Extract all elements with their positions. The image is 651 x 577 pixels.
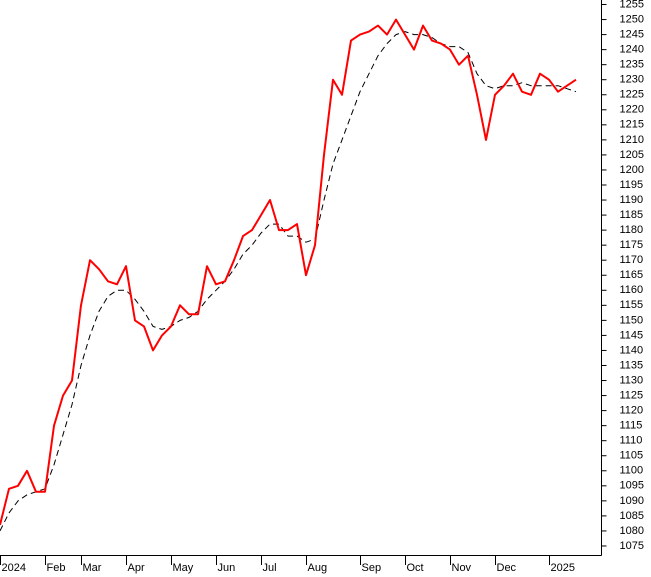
y-tick-label: 1255 — [620, 0, 644, 10]
y-tick-label: 1245 — [620, 28, 644, 40]
y-tick-label: 1160 — [620, 284, 644, 296]
y-tick-label: 1225 — [620, 89, 644, 101]
y-tick-label: 1135 — [620, 359, 644, 371]
y-tick-label: 1115 — [620, 420, 643, 432]
x-tick-label: Jun — [218, 562, 236, 574]
y-tick-label: 1250 — [620, 13, 644, 25]
series-line — [0, 18, 577, 526]
y-tick-label: 1235 — [620, 59, 644, 71]
x-tick-label: Mar — [83, 562, 102, 574]
y-tick-label: 1145 — [620, 329, 644, 341]
x-tick-label: May — [173, 562, 194, 574]
y-tick-label: 1180 — [620, 224, 644, 236]
y-tick-label: 1215 — [620, 119, 644, 131]
series-line — [0, 31, 577, 532]
y-tick-label: 1075 — [620, 540, 644, 552]
x-tick-label: 2024 — [2, 562, 26, 574]
y-tick-label: 1125 — [620, 389, 644, 401]
y-tick-label: 1095 — [620, 480, 644, 492]
x-tick-label: 2025 — [551, 562, 575, 574]
y-tick-label: 1230 — [620, 74, 644, 86]
y-tick-label: 1130 — [620, 374, 644, 386]
y-tick-label: 1090 — [620, 495, 644, 507]
y-tick-label: 1080 — [620, 525, 644, 537]
y-tick-label: 1120 — [620, 405, 644, 417]
y-tick-label: 1100 — [620, 465, 644, 477]
y-tick-label: 1205 — [620, 149, 644, 161]
y-tick-label: 1170 — [620, 254, 644, 266]
x-tick-label: Jul — [263, 562, 277, 574]
y-tick-label: 1190 — [620, 194, 644, 206]
y-tick-label: 1155 — [620, 299, 644, 311]
y-tick-label: 1240 — [620, 44, 644, 56]
x-tick-label: Dec — [497, 562, 517, 574]
x-tick-label: Nov — [452, 562, 472, 574]
y-tick-label: 1195 — [620, 179, 644, 191]
y-tick-label: 1140 — [620, 344, 644, 356]
x-tick-label: Aug — [308, 562, 328, 574]
y-tick-label: 1220 — [620, 104, 644, 116]
y-tick-label: 1165 — [620, 269, 644, 281]
y-tick-label: 1105 — [620, 450, 644, 462]
y-tick-label: 1085 — [620, 510, 644, 522]
x-tick-label: Oct — [407, 562, 424, 574]
x-tick-label: Sep — [362, 562, 382, 574]
y-tick-label: 1200 — [620, 164, 644, 176]
x-tick-label: Apr — [128, 562, 145, 574]
y-tick-label: 1210 — [620, 134, 644, 146]
y-tick-label: 1175 — [620, 239, 644, 251]
y-tick-label: 1110 — [620, 435, 643, 447]
y-tick-label: 1150 — [620, 314, 644, 326]
y-tick-label: 1185 — [620, 209, 644, 221]
x-tick-label: Feb — [47, 562, 66, 574]
